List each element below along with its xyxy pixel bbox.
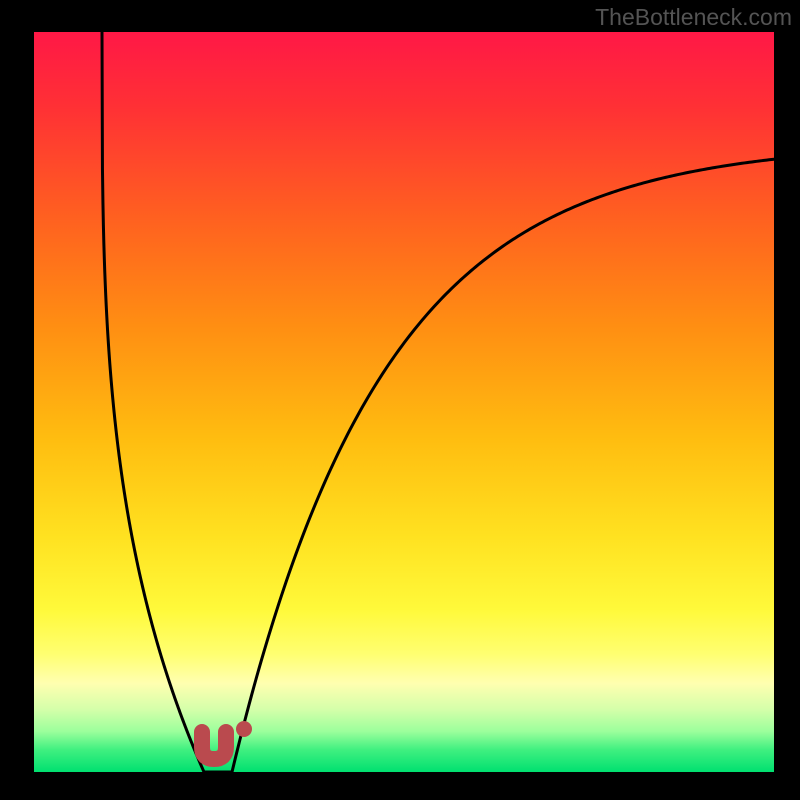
gradient-background	[34, 32, 774, 772]
bottleneck-chart-frame: TheBottleneck.com	[0, 0, 800, 800]
optimal-dot	[236, 721, 252, 737]
chart-svg	[0, 0, 800, 800]
watermark-label: TheBottleneck.com	[595, 4, 792, 31]
plot-area	[34, 32, 774, 772]
